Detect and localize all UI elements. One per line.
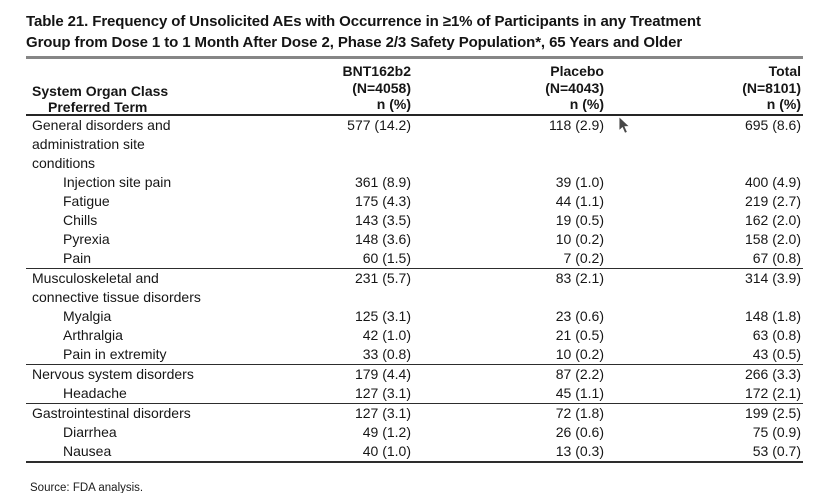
header-bnt162b2-n: (N=4058) [352,79,411,96]
value-cell: 67 (0.8) [752,249,801,266]
ae-frequency-table: System Organ Class Preferred Term BNT162… [26,61,803,463]
value-cell: 26 (0.6) [555,423,604,440]
table-row-term: Pyrexia 148 (3.6) 10 (0.2) 158 (2.0) [26,230,803,249]
header-placebo-name: Placebo [550,63,604,79]
preferred-term-label: Nausea [63,442,112,459]
value-cell: 44 (1.1) [555,192,604,209]
table-row-term: Pain 60 (1.5) 7 (0.2) 67 (0.8) [26,249,803,269]
preferred-term-label: Headache [63,384,127,401]
table-header-row: System Organ Class Preferred Term BNT162… [26,61,803,119]
value-cell: 577 (14.2) [347,116,411,133]
preferred-term-label: Pain [63,249,92,266]
value-cell: 39 (1.0) [555,173,604,190]
value-cell: 72 (1.8) [413,402,606,423]
value-cell: 10 (0.2) [555,345,604,362]
header-soc-label: System Organ Class [32,82,169,99]
table-row-term: Arthralgia 42 (1.0) 21 (0.5) 63 (0.8) [26,326,803,345]
table-row-term: Fatigue 175 (4.3) 44 (1.1) 219 (2.7) [26,192,803,211]
header-placebo-unit: n (%) [569,96,604,112]
value-cell: 19 (0.5) [555,211,604,228]
table-row-term: Headache 127 (3.1) 45 (1.1) 172 (2.1) [26,384,803,404]
table-row-soc: Nervous system disorders 179 (4.4) 87 (2.2… [26,363,803,384]
value-cell: 53 (0.7) [752,442,801,459]
header-total-n: (N=8101) [742,79,801,96]
header-bnt162b2-name: BNT162b2 [342,63,411,79]
table-row-term: Chills 143 (3.5) 19 (0.5) 162 (2.0) [26,211,803,230]
ae-table-body: General disorders and administration sit… [26,115,803,462]
table-title-line1: Table 21. Frequency of Unsolicited AEs w… [26,13,701,30]
value-cell: 10 (0.2) [555,230,604,247]
table-row-term: Diarrhea 49 (1.2) 26 (0.6) 75 (0.9) [26,423,803,442]
preferred-term-label: Pain in extremity [63,345,167,362]
table-row-term: Pain in extremity 33 (0.8) 10 (0.2) 43 (0.5… [26,345,803,365]
preferred-term-label: Pyrexia [63,230,110,247]
table-title: Table 21. Frequency of Unsolicited AEs w… [26,11,803,59]
value-cell: 162 (2.0) [744,211,801,228]
value-cell: 87 (2.2) [413,363,606,384]
soc-label: Nervous system disorders [26,363,202,384]
preferred-term-label: Fatigue [63,192,110,209]
header-bnt162b2-unit: n (%) [376,96,411,112]
value-cell: 23 (0.6) [555,307,604,324]
value-cell: 127 (3.1) [202,402,413,423]
value-cell: 158 (2.0) [744,230,801,247]
header-system-organ-class: System Organ Class Preferred Term [26,64,202,119]
header-placebo: Placebo (N=4043) n (%) [413,61,606,116]
value-cell: 63 (0.8) [752,326,801,343]
table-row-term: Nausea 40 (1.0) 13 (0.3) 53 (0.7) [26,442,803,462]
header-total-unit: n (%) [766,96,801,112]
value-cell: 118 (2.9) [549,116,604,133]
value-cell: 83 (2.1) [413,267,606,307]
table-row-term: Injection site pain 361 (8.9) 39 (1.0) 400 … [26,173,803,192]
preferred-term-label: Diarrhea [63,423,117,440]
value-cell: 314 (3.9) [606,267,803,307]
value-cell: 219 (2.7) [744,192,801,209]
value-cell: 175 (4.3) [354,192,411,209]
table-header: System Organ Class Preferred Term BNT162… [26,61,803,119]
table-row-term: Myalgia 125 (3.1) 23 (0.6) 148 (1.8) [26,307,803,326]
value-cell: 21 (0.5) [555,326,604,343]
header-preferred-term-label: Preferred Term [48,99,148,115]
value-cell: 172 (2.1) [744,384,801,401]
value-cell: 127 (3.1) [354,384,411,401]
value-cell: 49 (1.2) [362,423,411,440]
table-row-soc: Musculoskeletal and connective tissue di… [26,267,803,307]
header-total: Total (N=8101) n (%) [606,61,803,116]
preferred-term-label: Injection site pain [63,173,172,190]
preferred-term-label: Myalgia [63,307,112,324]
header-placebo-n: (N=4043) [545,79,604,96]
soc-label: General disorders and administration sit… [32,116,171,171]
value-cell: 231 (5.7) [202,267,413,307]
value-cell: 199 (2.5) [606,402,803,423]
value-cell: 179 (4.4) [202,363,413,384]
value-cell: 42 (1.0) [362,326,411,343]
value-cell: 7 (0.2) [563,249,604,266]
value-cell: 13 (0.3) [555,442,604,459]
value-cell: 60 (1.5) [362,249,411,266]
value-cell: 33 (0.8) [362,345,411,362]
value-cell: 40 (1.0) [362,442,411,459]
soc-label: Gastrointestinal disorders [26,402,202,423]
value-cell: 43 (0.5) [752,345,801,362]
preferred-term-label: Chills [63,211,98,228]
header-bnt162b2: BNT162b2 (N=4058) n (%) [202,61,413,116]
preferred-term-label: Arthralgia [63,326,123,343]
value-cell: 125 (3.1) [354,307,411,324]
value-cell: 695 (8.6) [744,116,801,133]
table-row-soc: Gastrointestinal disorders 127 (3.1) 72 (1… [26,402,803,423]
header-total-name: Total [768,63,801,79]
value-cell: 266 (3.3) [606,363,803,384]
value-cell: 45 (1.1) [555,384,604,401]
value-cell: 75 (0.9) [752,423,801,440]
value-cell: 361 (8.9) [354,173,411,190]
table-row-soc: General disorders and administration sit… [26,115,803,173]
soc-label: Musculoskeletal and connective tissue di… [26,267,202,307]
value-cell: 143 (3.5) [354,211,411,228]
value-cell: 400 (4.9) [744,173,801,190]
value-cell: 148 (1.8) [744,307,801,324]
source-note: Source: FDA analysis. [30,482,144,493]
value-cell: 148 (3.6) [354,230,411,247]
table-title-line2: Group from Dose 1 to 1 Month After Dose … [26,34,683,51]
